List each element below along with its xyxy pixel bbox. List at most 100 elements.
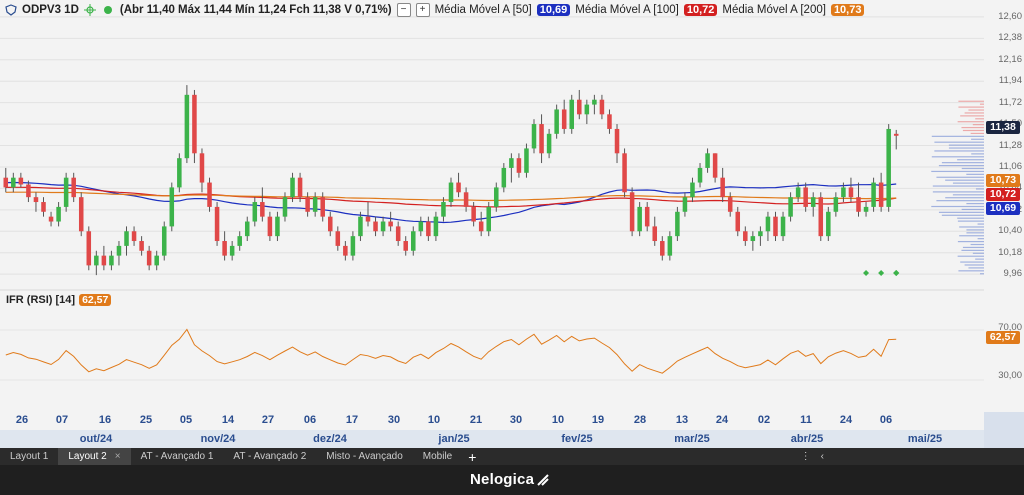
ma100-label[interactable]: Média Móvel A [100] bbox=[575, 4, 679, 16]
candle-body bbox=[494, 187, 499, 207]
candle-body bbox=[169, 187, 175, 227]
tab-at-avancado-2[interactable]: AT - Avançado 2 bbox=[223, 448, 316, 465]
price-tick: 12,16 bbox=[998, 53, 1022, 65]
candle-body bbox=[841, 187, 846, 198]
candle-body bbox=[750, 236, 756, 242]
candle-body bbox=[343, 245, 348, 256]
volume-bar bbox=[931, 135, 984, 137]
candle-body bbox=[682, 197, 688, 212]
volume-bar bbox=[959, 235, 984, 237]
volume-bar bbox=[968, 109, 984, 111]
tab-mobile[interactable]: Mobile bbox=[413, 448, 462, 465]
more-icon[interactable]: ⋮ bbox=[800, 451, 811, 462]
collapse-button[interactable]: − bbox=[396, 3, 411, 17]
ma200-pill: 10,73 bbox=[986, 174, 1020, 187]
ma50-value-badge: 10,69 bbox=[536, 4, 571, 16]
add-tab-button[interactable]: + bbox=[468, 448, 477, 465]
brand-name: Nelogica bbox=[470, 471, 535, 488]
ma100-pill: 10,72 bbox=[986, 188, 1020, 201]
candle-body bbox=[856, 197, 861, 212]
volume-bar bbox=[958, 100, 984, 102]
live-dot-icon bbox=[102, 4, 115, 17]
date-tick: 07 bbox=[55, 414, 69, 426]
date-tick: 10 bbox=[427, 414, 441, 426]
candle-body bbox=[795, 187, 801, 198]
candle-body bbox=[222, 241, 227, 256]
candle-body bbox=[561, 109, 567, 129]
signal-marker bbox=[893, 270, 900, 276]
candle-body bbox=[818, 197, 824, 237]
candle-body bbox=[116, 245, 122, 256]
candle-body bbox=[48, 216, 54, 222]
candle-body bbox=[26, 184, 31, 198]
date-tick: 06 bbox=[303, 414, 317, 426]
tab-misto-avancado[interactable]: Misto - Avançado bbox=[316, 448, 413, 465]
candle-body bbox=[380, 221, 386, 232]
volume-bar bbox=[938, 164, 984, 167]
candle-body bbox=[509, 158, 514, 168]
ma200-label[interactable]: Média Móvel A [200] bbox=[722, 4, 826, 16]
candle-body bbox=[758, 231, 763, 237]
axis-corner[interactable] bbox=[984, 412, 1024, 448]
ma50-label[interactable]: Média Móvel A [50] bbox=[434, 4, 532, 16]
price-tick: 11,72 bbox=[998, 96, 1022, 108]
volume-bar bbox=[961, 208, 984, 211]
ma50-line bbox=[5, 181, 897, 224]
candle-body bbox=[471, 206, 476, 222]
tab-at-avancado-1[interactable]: AT - Avançado 1 bbox=[131, 448, 224, 465]
candle-body bbox=[501, 167, 507, 188]
nelogica-mark-icon bbox=[537, 473, 549, 486]
candle-body bbox=[584, 104, 590, 115]
volume-bar bbox=[962, 129, 984, 132]
candle-body bbox=[727, 197, 733, 212]
crosshair-icon[interactable] bbox=[84, 4, 97, 17]
candle-body bbox=[607, 114, 612, 129]
candle-body bbox=[599, 99, 605, 115]
date-tick: 16 bbox=[98, 414, 112, 426]
candle-body bbox=[154, 255, 159, 266]
volume-bar bbox=[936, 200, 984, 202]
volume-bar bbox=[952, 182, 984, 184]
candle-body bbox=[433, 216, 439, 237]
candle-body bbox=[139, 241, 144, 251]
month-tick: dez/24 bbox=[313, 433, 347, 445]
candle-body bbox=[63, 177, 69, 207]
candle-body bbox=[765, 216, 771, 232]
candle-body bbox=[478, 221, 484, 232]
tab-label: AT - Avançado 2 bbox=[233, 451, 307, 462]
month-tick: abr/25 bbox=[790, 433, 824, 445]
chevron-left-icon[interactable]: ‹ bbox=[820, 451, 824, 462]
candles bbox=[3, 85, 899, 276]
candle-body bbox=[146, 250, 152, 266]
date-tick: 10 bbox=[551, 414, 565, 426]
date-tick: 13 bbox=[675, 414, 689, 426]
month-axis[interactable]: out/24 nov/24 dez/24 jan/25 fev/25 mar/25 abr/… bbox=[0, 430, 984, 448]
tab-label: Layout 1 bbox=[10, 451, 49, 462]
candle-body bbox=[11, 177, 16, 188]
price-tick: 11,94 bbox=[998, 75, 1022, 87]
candle-body bbox=[833, 197, 839, 212]
shield-icon[interactable] bbox=[4, 4, 17, 17]
close-icon[interactable]: × bbox=[114, 451, 121, 462]
tab-label: Layout 2 bbox=[68, 451, 107, 462]
volume-bar bbox=[964, 112, 984, 114]
volume-bar bbox=[970, 243, 984, 246]
candle-body bbox=[56, 206, 61, 222]
candle-body bbox=[826, 211, 831, 237]
symbol-label[interactable]: ODPV3 1D bbox=[22, 4, 79, 16]
tab-layout-1[interactable]: Layout 1 bbox=[0, 448, 58, 465]
volume-bar bbox=[970, 132, 984, 135]
candle-body bbox=[305, 197, 310, 212]
rsi-label[interactable]: IFR (RSI) [14] 62,57 bbox=[6, 294, 112, 306]
tab-layout-2[interactable]: Layout 2 × bbox=[58, 448, 131, 465]
add-indicator-button[interactable]: + bbox=[415, 3, 430, 17]
volume-bar bbox=[958, 106, 984, 108]
candle-body bbox=[71, 177, 76, 198]
footer-bar: Nelogica bbox=[0, 465, 1024, 495]
volume-bar bbox=[975, 258, 984, 260]
candle-body bbox=[441, 202, 446, 217]
chart-area[interactable] bbox=[0, 0, 1024, 412]
candle-body bbox=[282, 197, 288, 217]
candle-body bbox=[109, 255, 114, 266]
date-axis[interactable]: 26 07 16 25 05 14 27 06 17 30 10 21 30 10 19 28 13 24 02 11… bbox=[0, 412, 1024, 430]
